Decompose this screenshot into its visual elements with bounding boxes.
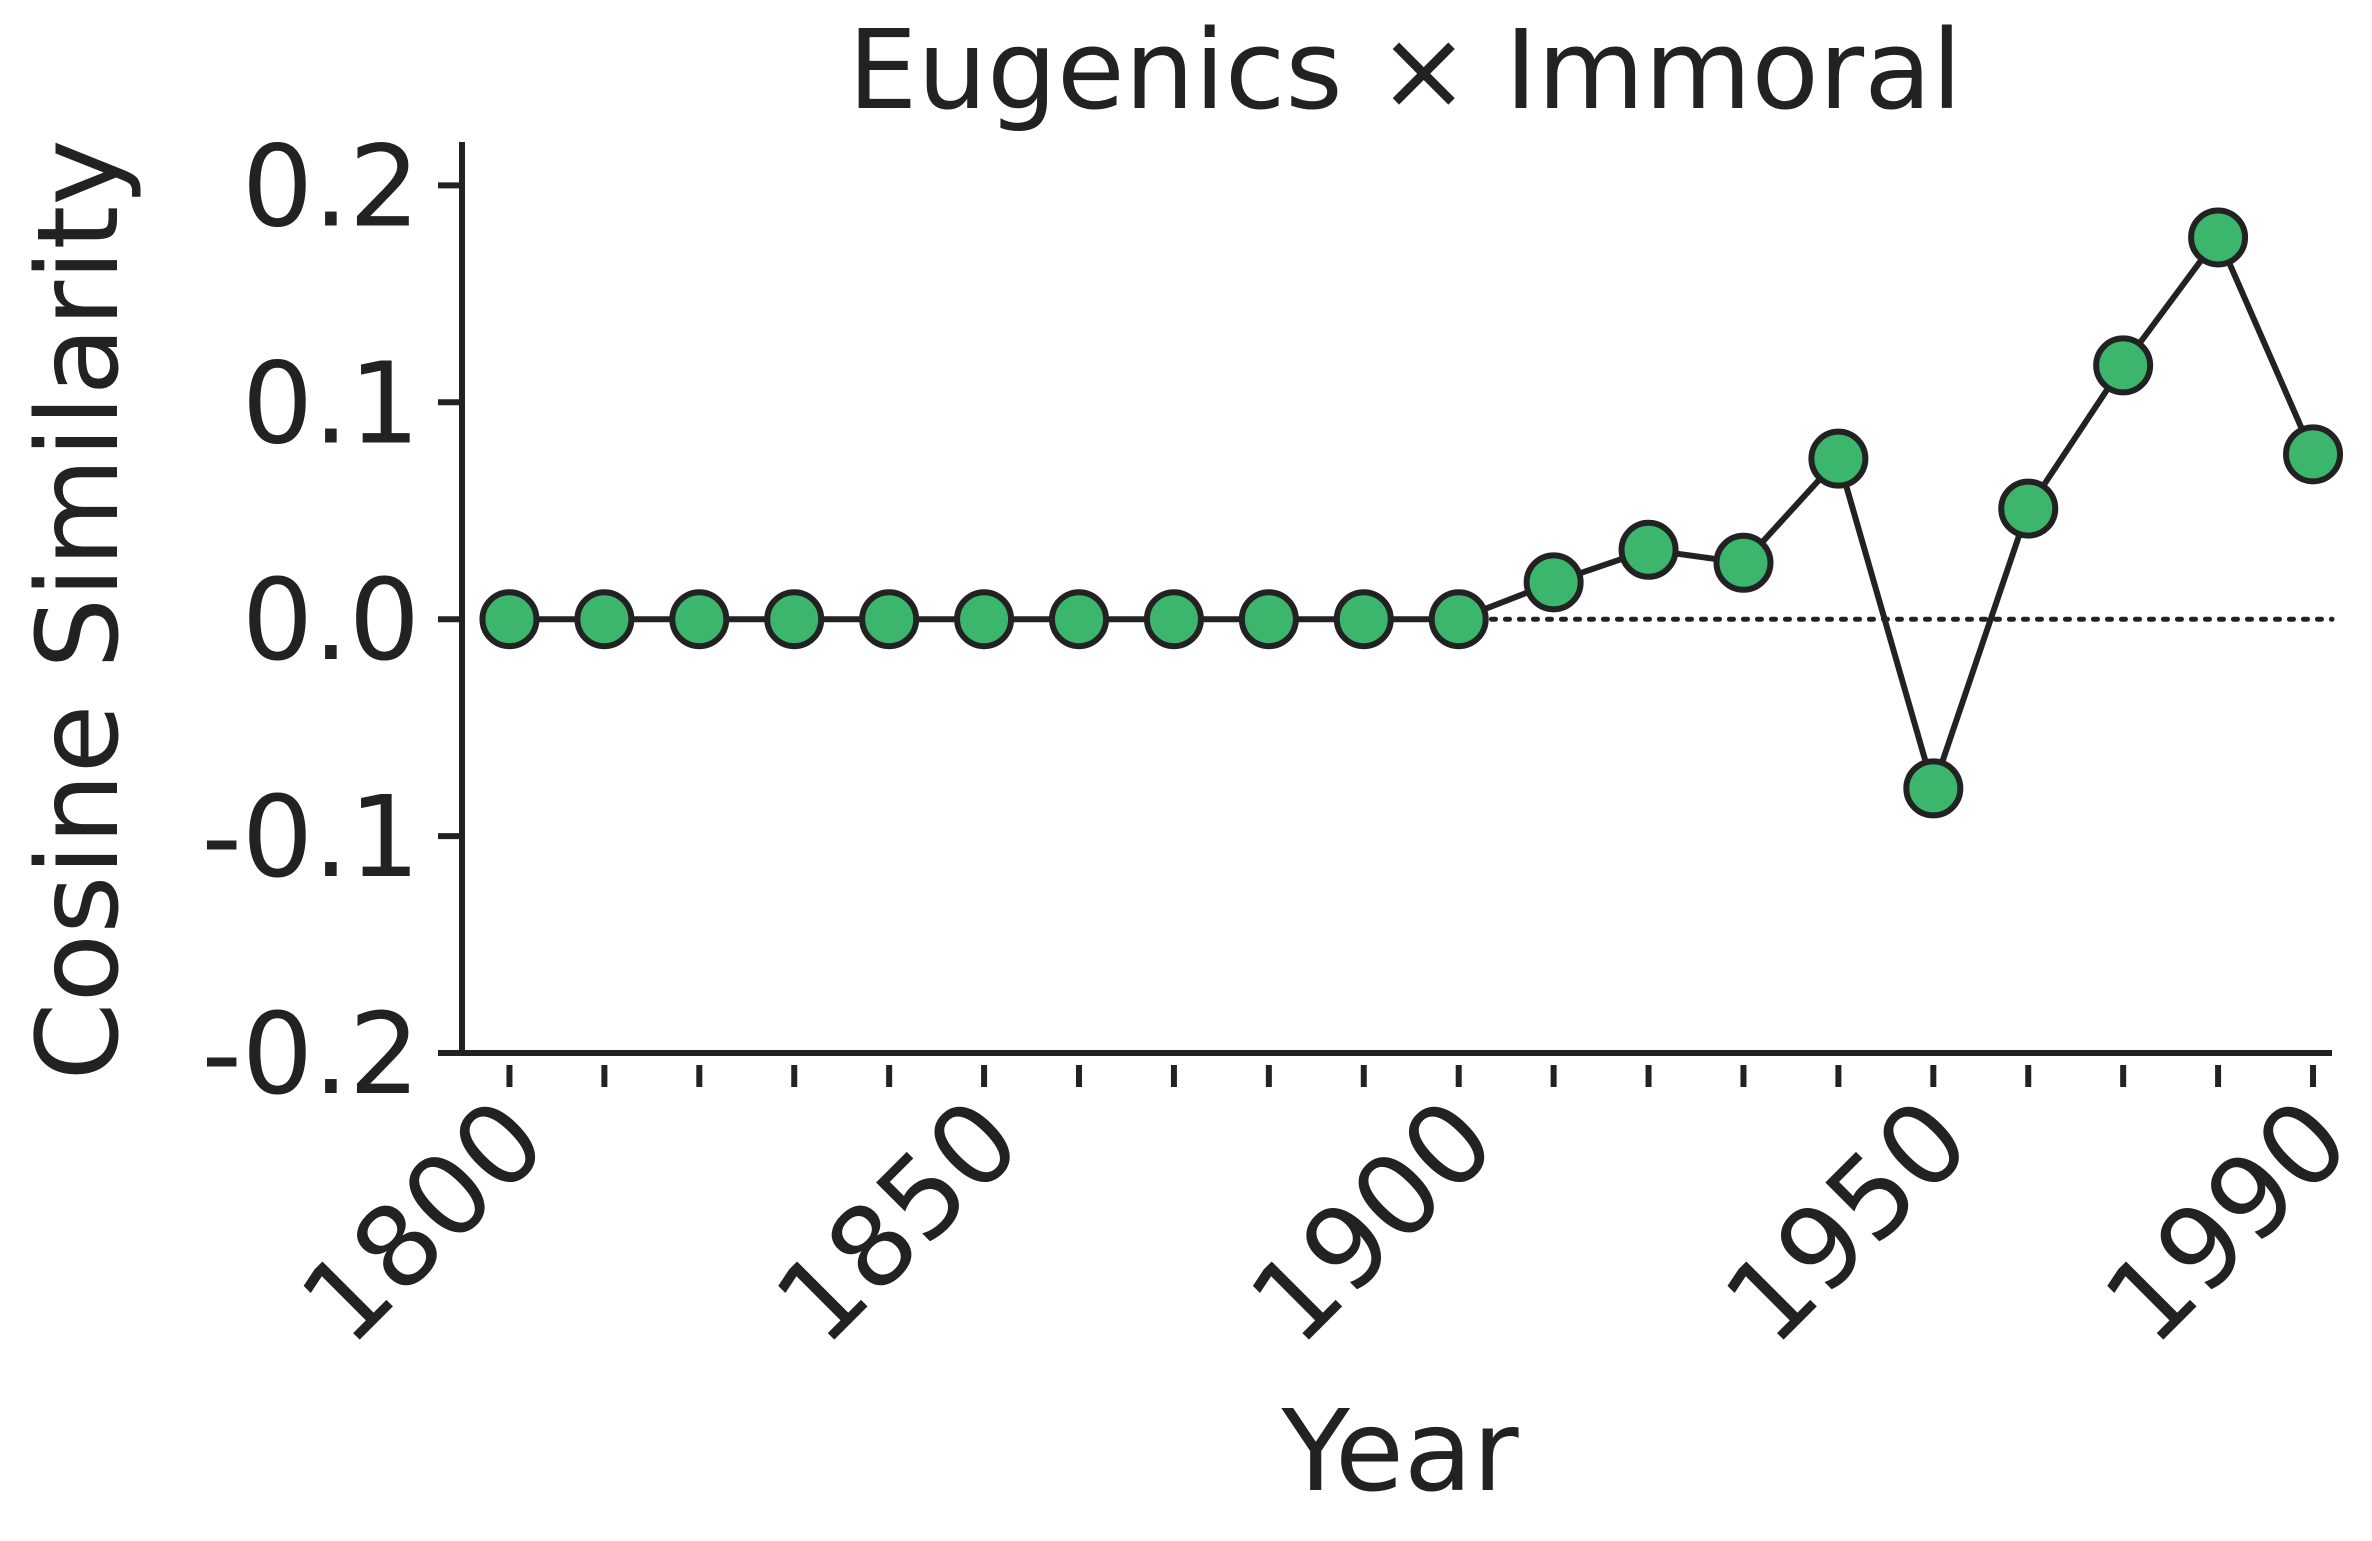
data-point [2188, 207, 2249, 268]
data-point [1903, 758, 1964, 819]
data-point [1333, 589, 1394, 650]
data-point [1143, 589, 1204, 650]
x-axis-label: Year [1280, 1387, 1519, 1517]
series-layer [479, 207, 2344, 819]
data-point [1238, 589, 1299, 650]
data-point [2093, 335, 2154, 396]
y-tick-label: -0.1 [201, 773, 420, 903]
chart-title: Eugenics × Immoral [848, 6, 1962, 134]
data-point [1523, 552, 1584, 613]
data-point [954, 589, 1015, 650]
data-point [764, 589, 825, 650]
data-point [669, 589, 730, 650]
data-point [1713, 532, 1774, 593]
x-tick-label: 1900 [1226, 1075, 1519, 1368]
data-point [1808, 428, 1869, 489]
y-axis-label: Cosine Similarity [14, 139, 144, 1080]
data-point [1618, 519, 1679, 580]
data-point [859, 589, 920, 650]
x-tick-label: 1990 [2081, 1075, 2372, 1368]
data-point [1049, 589, 1110, 650]
data-point [1998, 478, 2059, 539]
y-tick-label: -0.2 [201, 990, 420, 1120]
x-tick-label: 1950 [1701, 1075, 1994, 1368]
x-tick-label: 1850 [752, 1075, 1045, 1368]
data-point [1428, 589, 1489, 650]
y-tick-label: 0.1 [242, 339, 420, 469]
data-point [574, 589, 635, 650]
y-tick-label: 0.0 [242, 556, 420, 686]
data-point [479, 589, 540, 650]
data-point [2283, 424, 2344, 485]
y-tick-label: 0.2 [242, 122, 420, 252]
